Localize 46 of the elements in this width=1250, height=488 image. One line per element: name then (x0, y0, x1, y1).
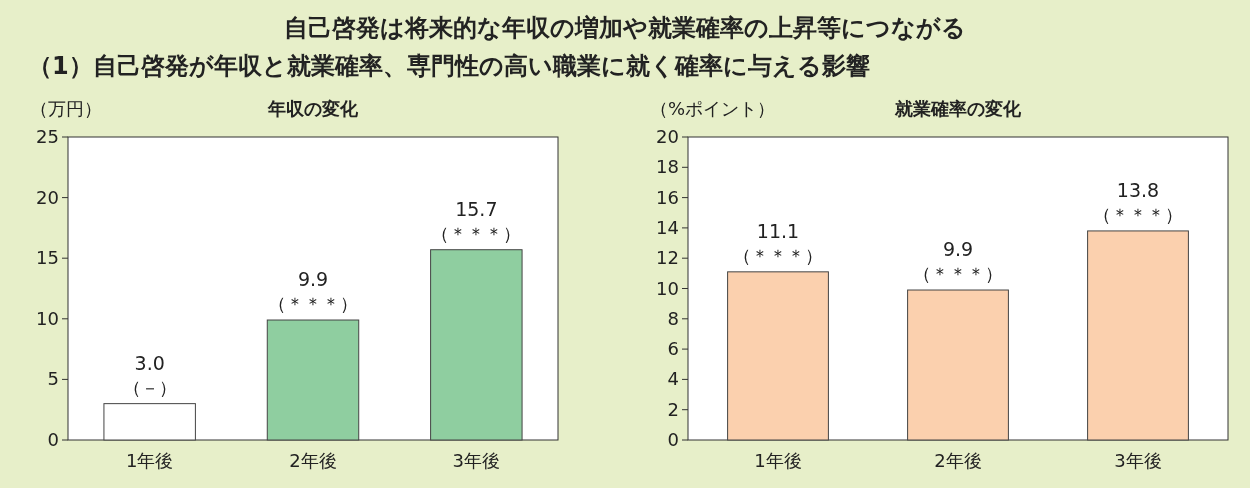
x-tick-label: 3年後 (1114, 450, 1162, 471)
data-label: 3.0 (134, 351, 165, 374)
y-tick-label: 16 (656, 186, 679, 208)
data-label: 15.7 (455, 197, 498, 220)
x-tick-label: 3年後 (452, 450, 501, 471)
data-label: 11.1 (756, 219, 800, 242)
bar (907, 289, 1009, 441)
chart-title: 就業確率の変化 (894, 98, 1022, 119)
y-tick-label: 18 (656, 156, 679, 178)
chart-title: 年収の変化 (267, 98, 359, 119)
y-tick-label: 20 (656, 126, 679, 147)
annotation: （－） (122, 376, 177, 398)
y-tick-label: 10 (36, 307, 59, 329)
y-axis-title: （%ポイント） (650, 98, 776, 119)
annotation: （＊＊＊） (733, 244, 823, 266)
data-label: 9.9 (297, 268, 329, 291)
x-tick-label: 2年後 (289, 450, 337, 471)
text: （1）自己啓発が年収と就業確率、専門性の高い職業に就く確率に与える影響 (28, 52, 870, 80)
x-tick-label: 1年後 (125, 450, 174, 471)
bar (1087, 230, 1189, 441)
annotation: （＊＊＊） (913, 263, 1003, 285)
data-label: 9.9 (942, 238, 974, 261)
bar (266, 319, 360, 441)
annotation: （＊＊＊） (431, 222, 522, 244)
text: 自己啓発は将来的な年収の増加や就業確率の上昇等につながる (284, 14, 966, 42)
y-axis-title: （万円） (30, 98, 102, 119)
annotation: （＊＊＊） (1093, 203, 1183, 225)
y-tick-label: 15 (36, 247, 59, 269)
y-tick-label: 5 (47, 368, 59, 390)
y-tick-label: 8 (667, 307, 679, 329)
y-tick-label: 20 (36, 186, 59, 208)
y-tick-label: 0 (667, 429, 679, 450)
y-tick-label: 6 (667, 338, 679, 360)
y-tick-label: 4 (667, 368, 679, 390)
annotation: （＊＊＊） (268, 293, 358, 315)
y-tick-label: 12 (656, 247, 679, 269)
x-tick-label: 2年後 (934, 450, 982, 471)
data-label: 13.8 (1116, 178, 1160, 201)
y-tick-label: 25 (36, 126, 59, 147)
bar (727, 271, 829, 441)
y-tick-label: 2 (667, 398, 679, 420)
y-tick-label: 0 (47, 429, 59, 450)
x-tick-label: 1年後 (754, 450, 802, 471)
bar (430, 249, 523, 441)
y-tick-label: 10 (656, 277, 679, 299)
y-tick-label: 14 (656, 216, 679, 238)
